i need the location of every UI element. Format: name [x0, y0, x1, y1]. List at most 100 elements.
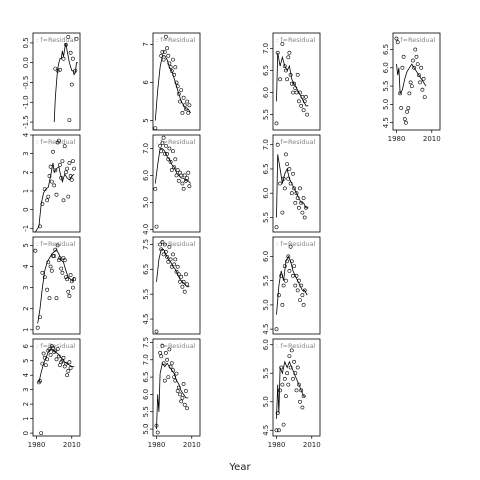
y-tick-label: 5.0: [142, 424, 150, 435]
data-point: [168, 364, 173, 369]
data-point: [278, 181, 283, 186]
data-point: [47, 347, 52, 352]
data-point: [169, 361, 174, 366]
data-point: [181, 382, 186, 386]
data-point: [298, 186, 302, 191]
data-point: [165, 254, 170, 259]
data-point: [44, 363, 48, 368]
data-point: [299, 103, 304, 108]
data-point: [54, 296, 59, 301]
y-tick-label: 2: [22, 402, 30, 406]
data-point: [292, 264, 297, 269]
data-point: [179, 399, 184, 404]
data-point: [158, 143, 163, 148]
data-point: [299, 200, 304, 205]
data-point: [187, 103, 192, 108]
data-point: [162, 378, 167, 383]
data-point: [300, 293, 305, 298]
data-point: [71, 159, 75, 164]
data-point: [178, 392, 182, 397]
y-tick-label: 6.0: [142, 170, 150, 181]
data-point: [175, 84, 180, 89]
data-point: [287, 268, 292, 273]
data-point: [408, 80, 413, 85]
y-tick-label: 6: [142, 80, 150, 85]
data-point: [64, 275, 68, 280]
data-point: [51, 254, 55, 258]
data-point: [295, 365, 300, 370]
data-point: [154, 224, 159, 229]
data-point: [180, 181, 185, 186]
data-point: [69, 279, 74, 284]
data-point: [161, 135, 166, 140]
data-point: [154, 423, 159, 428]
data-point: [46, 194, 51, 199]
data-point: [60, 270, 65, 275]
data-point: [296, 99, 301, 104]
x-tick-label: 1980: [268, 441, 286, 449]
panel-10: : f=Residual 5.5 6.0 6.5 7.0: [262, 134, 321, 233]
data-point: [71, 56, 75, 61]
data-point: [166, 53, 171, 58]
data-point: [57, 354, 61, 359]
panel-frame: [32, 338, 81, 437]
data-point: [179, 88, 184, 93]
data-point: [178, 279, 182, 284]
data-point: [274, 428, 279, 433]
data-point: [278, 77, 283, 82]
data-point: [72, 277, 77, 282]
data-point: [163, 34, 168, 39]
data-point: [45, 287, 50, 292]
data-point: [185, 282, 190, 287]
panel-9: : f=Residual 5.5 6.0 6.5 7.0: [262, 32, 321, 131]
data-point: [180, 284, 185, 289]
data-point: [400, 65, 405, 70]
data-point: [167, 244, 172, 249]
data-point: [173, 257, 178, 262]
data-point: [280, 382, 285, 387]
legend-label: : f=Residual: [156, 36, 196, 44]
data-point: [274, 225, 279, 230]
data-point: [45, 198, 50, 203]
data-point: [159, 53, 164, 58]
data-point: [301, 108, 306, 113]
data-point: [288, 181, 293, 186]
y-tick-label: 0.0: [22, 57, 30, 68]
data-point: [287, 50, 292, 55]
data-point: [67, 360, 72, 365]
data-point: [280, 42, 285, 46]
data-point: [53, 66, 58, 71]
y-tick-label: 5.5: [262, 368, 270, 379]
data-point: [153, 186, 158, 191]
legend-label: : f=Residual: [156, 138, 196, 146]
data-point: [163, 249, 168, 254]
panel-frame: [32, 32, 81, 131]
data-point: [66, 368, 71, 373]
data-point: [59, 175, 64, 180]
data-point: [173, 157, 178, 162]
data-point: [179, 173, 184, 178]
data-point: [54, 192, 59, 197]
data-point: [274, 121, 279, 126]
data-point: [302, 288, 307, 293]
data-point: [414, 54, 419, 59]
y-tick-label: 5.5: [262, 212, 270, 223]
data-point: [421, 76, 426, 81]
trend-line: [396, 63, 427, 95]
data-point: [59, 266, 64, 271]
y-tick-label: 6.0: [382, 62, 390, 73]
y-tick-label: 7.5: [142, 239, 150, 250]
data-point: [160, 343, 165, 348]
data-point: [48, 352, 53, 357]
y-tick-label: 5: [22, 243, 30, 247]
data-point: [171, 252, 175, 257]
data-point: [61, 355, 66, 360]
data-point: [286, 176, 291, 181]
data-point: [67, 118, 72, 123]
y-tick-label: 2: [22, 170, 30, 174]
x-tick-label: 1980: [148, 441, 166, 449]
panels-group: : f=Residual-1.5-1.0-0.50.00.5: f=Residu…: [22, 32, 441, 449]
data-point: [74, 37, 79, 41]
data-point: [295, 196, 300, 200]
